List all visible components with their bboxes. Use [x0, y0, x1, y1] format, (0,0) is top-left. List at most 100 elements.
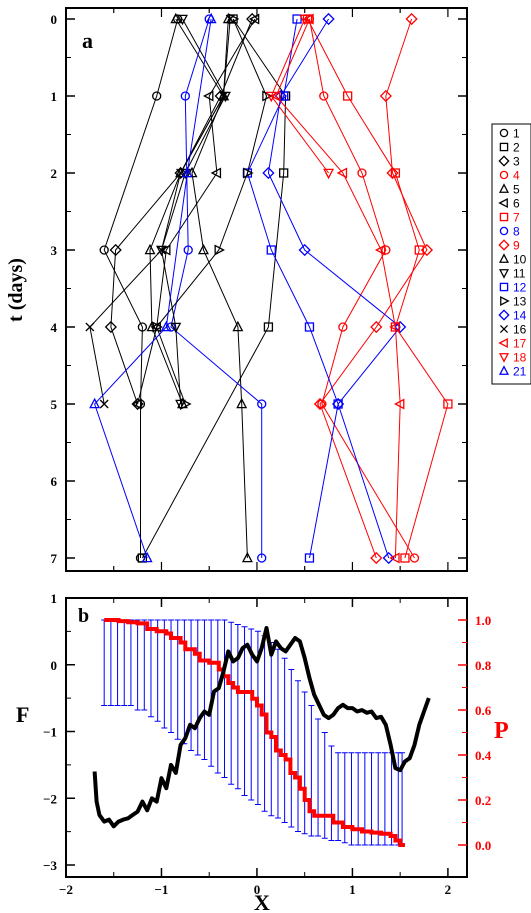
series-line-3 [110, 18, 253, 405]
panel-b-errorbars [101, 619, 406, 846]
data-point [157, 245, 166, 255]
error-bar [381, 752, 388, 846]
f-tick-label: 0 [51, 658, 58, 673]
legend-label: 18 [513, 351, 527, 365]
legend-label: 1 [513, 127, 520, 141]
data-point [279, 168, 289, 178]
data-point [266, 245, 276, 255]
panel-a-ylabel: t (days) [5, 258, 27, 322]
series-6 [131, 13, 260, 410]
data-point [381, 245, 391, 255]
error-bar [101, 619, 108, 706]
data-point [146, 320, 158, 332]
legend-marker [499, 324, 509, 334]
data-point [299, 14, 311, 26]
legend-marker [500, 295, 510, 307]
data-point [104, 320, 117, 334]
legend-item-12: 12 [499, 281, 527, 295]
p-tick-label: 0.8 [475, 658, 492, 673]
legend-label: 11 [513, 267, 526, 281]
series-line-8 [170, 18, 263, 558]
legend-marker [498, 183, 510, 193]
legend-item-16: 16 [499, 323, 527, 337]
data-point [336, 167, 348, 179]
legend-item-7: 7 [499, 211, 520, 225]
series-line-16 [89, 18, 231, 405]
panel-a-ticks: 0 1 2 3 4 5 6 7 [51, 8, 467, 571]
f-curve [92, 626, 431, 829]
legend-marker [499, 226, 509, 236]
p-tick-label: 1.0 [475, 613, 491, 628]
panel-b-ylabel-right: P [494, 718, 509, 744]
data-point [131, 398, 142, 410]
data-point [109, 243, 122, 257]
legend-marker [498, 309, 510, 321]
x-tick-label: 1 [349, 882, 356, 897]
error-bar [241, 626, 248, 796]
legend-item-4: 4 [499, 169, 520, 183]
panel-a-series [85, 12, 453, 565]
data-point [203, 90, 214, 102]
error-bar [228, 621, 235, 785]
data-point [175, 399, 187, 411]
data-point [198, 243, 209, 255]
legend-marker [499, 212, 509, 222]
series-line-9 [319, 18, 428, 559]
panel-b-frame [65, 597, 468, 878]
error-bar [154, 619, 161, 722]
data-point [152, 91, 162, 101]
error-bar [221, 619, 228, 778]
legend-label: 8 [513, 225, 520, 239]
series-11 [156, 14, 231, 411]
error-bar [375, 752, 382, 846]
f-tick-label: 1 [51, 591, 58, 606]
data-point [298, 243, 311, 257]
data-point [170, 322, 182, 334]
f-tick-label: −2 [43, 791, 57, 806]
legend-label: 12 [513, 281, 527, 295]
p-tick-label: 0.0 [475, 838, 491, 853]
data-point [99, 399, 109, 409]
data-point [137, 322, 148, 332]
series-line-1 [103, 18, 179, 558]
error-bar [274, 648, 281, 819]
error-bar [147, 619, 154, 718]
data-point [225, 14, 235, 24]
error-bar [201, 619, 208, 760]
data-point [263, 322, 274, 332]
error-bar [107, 619, 114, 706]
data-point [304, 553, 315, 563]
data-point [394, 320, 407, 334]
x-tick-label: 0 [254, 882, 261, 897]
data-point [89, 397, 101, 409]
error-bar [208, 619, 215, 767]
f-tick-label: −1 [43, 725, 57, 740]
legend-item-13: 13 [500, 295, 527, 309]
series-10 [144, 12, 234, 409]
data-point [236, 397, 248, 409]
legend-item-18: 18 [498, 351, 527, 365]
legend-label: 3 [513, 155, 520, 169]
legend-item-21: 21 [498, 365, 527, 379]
legend-marker [498, 353, 510, 363]
data-point [181, 398, 192, 410]
error-bar [214, 619, 221, 774]
y-tick-label: 2 [51, 166, 58, 181]
x-tick-label: −2 [59, 882, 73, 897]
panel-b-label: b [78, 605, 89, 627]
data-point [219, 91, 228, 101]
data-point [331, 397, 345, 411]
data-point [414, 245, 424, 255]
data-point [400, 553, 410, 563]
legend-label: 14 [513, 309, 527, 323]
data-point [386, 166, 399, 180]
legend-item-1: 1 [499, 127, 520, 141]
x-tick-label: −1 [155, 882, 169, 897]
data-point [357, 168, 367, 178]
data-point [141, 551, 153, 563]
y-tick-label: 0 [51, 12, 58, 27]
